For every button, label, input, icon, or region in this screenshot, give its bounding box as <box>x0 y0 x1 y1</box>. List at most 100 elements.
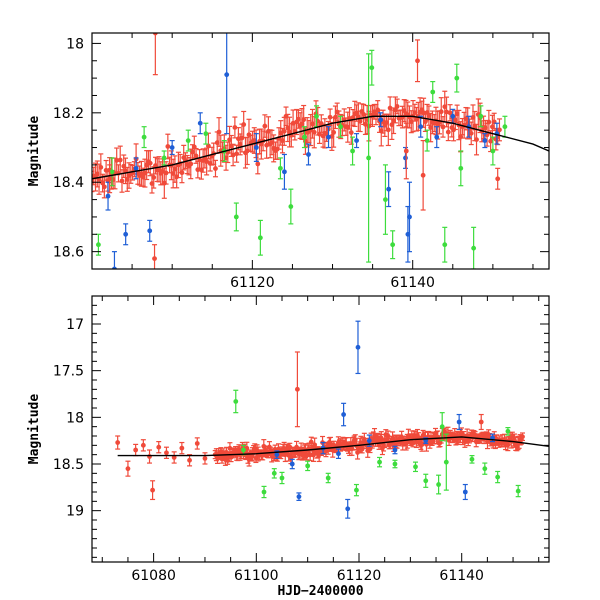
data-point <box>204 159 210 164</box>
data-point <box>213 166 218 171</box>
red-point-5 <box>420 139 426 211</box>
data-point <box>109 169 115 175</box>
data-point <box>296 494 302 500</box>
x-tick-label: 61140 <box>390 275 435 291</box>
y-tick-label: 17 <box>66 317 84 333</box>
green-point-8 <box>377 456 383 468</box>
blue-point-1 <box>289 458 295 470</box>
green-point-24 <box>471 226 477 269</box>
data-point <box>450 113 456 119</box>
data-point <box>474 137 479 143</box>
data-point <box>331 130 337 135</box>
data-point <box>350 148 355 154</box>
data-point <box>436 482 442 487</box>
data-point <box>115 440 121 445</box>
band-point-56 <box>188 148 194 180</box>
data-point <box>440 124 446 130</box>
data-point <box>169 145 175 150</box>
green-point-21 <box>442 226 448 263</box>
data-point <box>505 428 511 434</box>
band-point-116 <box>294 108 300 136</box>
blue-point-19 <box>434 126 440 149</box>
blue-point-6 <box>345 498 351 519</box>
data-point <box>366 438 372 444</box>
data-point <box>377 459 382 465</box>
green-point-18 <box>505 427 511 436</box>
data-point <box>294 386 300 392</box>
green-point-20 <box>430 80 436 104</box>
data-point <box>233 214 239 220</box>
data-point <box>289 461 295 467</box>
red-point-6 <box>156 441 162 454</box>
data-point <box>471 245 477 251</box>
data-point <box>413 464 418 470</box>
blue-point-7 <box>224 33 230 135</box>
data-point <box>462 489 468 495</box>
data-point <box>282 169 287 175</box>
data-point <box>357 118 363 124</box>
data-point <box>385 433 391 439</box>
top-panel: 61120 61140 18 18.2 18.4 18.6 Magnitude <box>27 32 550 291</box>
green-point-19 <box>424 129 430 152</box>
data-point <box>107 176 113 182</box>
data-point <box>302 134 307 140</box>
green-point-23 <box>458 150 464 187</box>
data-point <box>253 145 259 150</box>
data-point <box>419 442 425 448</box>
data-point <box>281 128 287 134</box>
data-point <box>147 228 153 234</box>
blue-point-5 <box>169 139 175 156</box>
blue-point-4 <box>335 448 341 459</box>
data-point <box>392 461 398 467</box>
green-point-10 <box>288 188 294 225</box>
data-point <box>197 120 203 126</box>
data-point <box>156 444 162 450</box>
data-point <box>345 506 351 512</box>
data-point <box>96 242 101 248</box>
data-point <box>151 175 157 180</box>
blue-point-9 <box>392 445 398 455</box>
data-point <box>164 450 169 456</box>
plot-frame <box>91 32 550 270</box>
data-point <box>386 186 392 192</box>
data-point <box>133 165 139 171</box>
red-point-9 <box>179 441 185 455</box>
data-point <box>288 204 294 209</box>
data-point <box>418 124 424 130</box>
data-point <box>203 131 209 137</box>
data-point <box>488 138 494 144</box>
data-point <box>165 144 171 149</box>
y-axis-title: Magnitude <box>27 394 42 465</box>
data-point <box>187 457 192 463</box>
data-point <box>193 153 199 159</box>
data-point <box>101 184 107 190</box>
green-point-18 <box>390 230 396 260</box>
data-point <box>434 134 440 140</box>
green-point-2 <box>261 485 267 499</box>
red-point-0 <box>115 435 121 450</box>
band-point-130 <box>318 114 324 133</box>
data-point <box>383 197 388 202</box>
green-point-25 <box>478 105 484 128</box>
green-point-0 <box>233 389 239 414</box>
data-point <box>497 127 502 133</box>
data-point <box>478 113 484 119</box>
data-point <box>520 434 525 440</box>
axis-ticks <box>92 295 549 562</box>
red-point-13 <box>294 351 300 428</box>
data-point <box>105 193 111 199</box>
data-point <box>257 235 263 241</box>
band-point-5 <box>98 153 104 182</box>
band-point-81 <box>232 116 238 139</box>
data-point <box>420 172 426 178</box>
blue-point-6 <box>197 112 203 135</box>
data-point <box>140 442 146 448</box>
data-point <box>366 155 372 161</box>
red-point-2 <box>133 443 139 457</box>
band-point-43 <box>165 133 171 160</box>
data-point <box>301 117 307 123</box>
green-point-7 <box>233 202 239 232</box>
green-point-12 <box>436 474 442 495</box>
model-curve <box>117 436 549 457</box>
data-point <box>117 157 123 163</box>
